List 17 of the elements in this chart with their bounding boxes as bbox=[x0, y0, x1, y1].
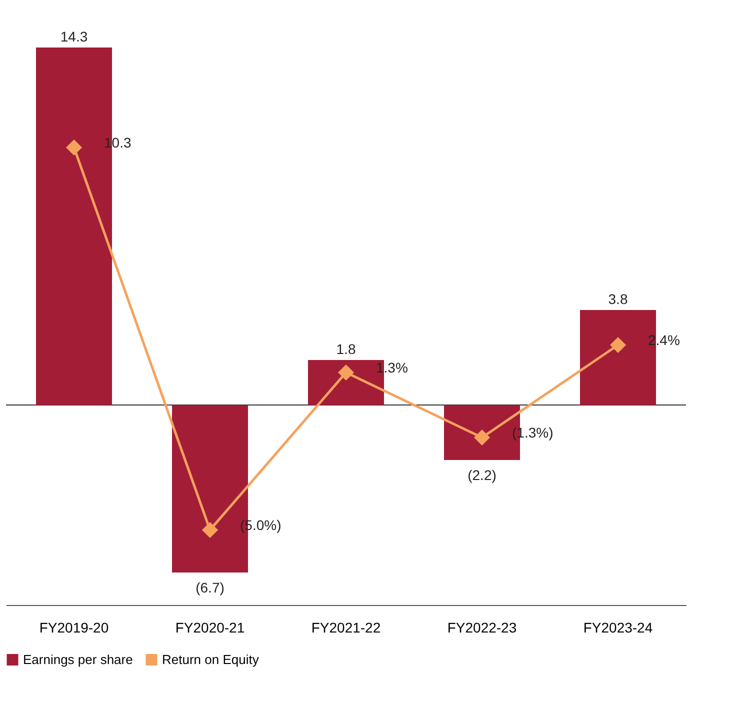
legend-label: Earnings per share bbox=[23, 652, 133, 667]
x-tick-label: FY2020-21 bbox=[175, 620, 245, 636]
x-tick-label: FY2021-22 bbox=[311, 620, 381, 636]
x-tick-label: FY2023-24 bbox=[583, 620, 653, 636]
data-label: 1.8 bbox=[336, 341, 356, 357]
point bbox=[474, 429, 490, 446]
point bbox=[610, 336, 626, 354]
x-tick-label: FY2019-20 bbox=[39, 620, 109, 636]
data-label: 3.8 bbox=[608, 291, 628, 307]
point bbox=[66, 139, 82, 156]
point bbox=[338, 364, 354, 381]
data-label: (2.2) bbox=[468, 467, 496, 483]
x-tick-label: FY2022-23 bbox=[447, 620, 517, 636]
data-label: (6.7) bbox=[196, 580, 224, 596]
legend-label: Return on Equity bbox=[162, 652, 260, 667]
point bbox=[202, 522, 218, 538]
data-label: 14.3 bbox=[60, 28, 88, 44]
